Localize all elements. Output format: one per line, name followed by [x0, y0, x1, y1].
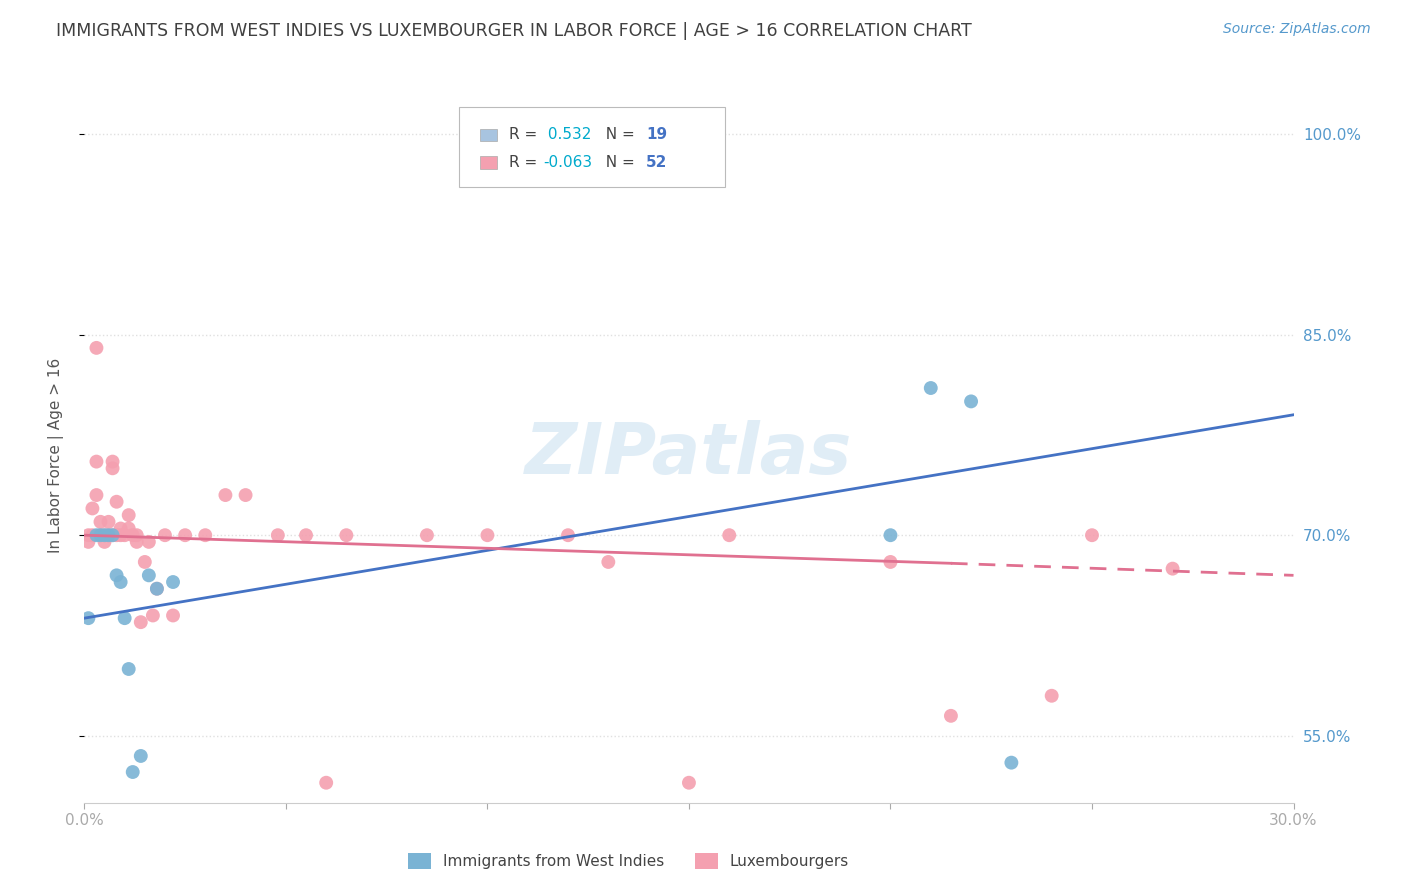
Point [138, 535, 160, 549]
Point [93, 528, 115, 542]
Point [295, 528, 318, 542]
Point [77, 528, 100, 542]
Point [134, 555, 156, 569]
Point [1000, 756, 1022, 770]
Point [267, 528, 290, 542]
Point [879, 555, 901, 569]
Point [1081, 528, 1104, 542]
Point [77, 535, 100, 549]
Point [101, 528, 124, 542]
Point [315, 775, 337, 790]
Point [879, 528, 901, 542]
Text: R =: R = [509, 128, 543, 143]
Text: IMMIGRANTS FROM WEST INDIES VS LUXEMBOURGER IN LABOR FORCE | AGE > 16 CORRELATIO: IMMIGRANTS FROM WEST INDIES VS LUXEMBOUR… [56, 22, 972, 40]
Point [125, 535, 148, 549]
Point [86, 455, 108, 469]
Point [129, 615, 152, 630]
Point [110, 522, 132, 536]
Point [89, 515, 111, 529]
Point [416, 528, 439, 542]
Point [146, 582, 169, 596]
Point [960, 394, 983, 409]
Point [920, 381, 942, 395]
Point [118, 508, 141, 523]
Point [89, 528, 111, 542]
Text: N =: N = [596, 128, 640, 143]
Point [118, 662, 141, 676]
Bar [479, 128, 498, 141]
Point [557, 528, 579, 542]
Point [121, 528, 143, 542]
Point [101, 461, 124, 475]
Text: Source: ZipAtlas.com: Source: ZipAtlas.com [1223, 22, 1371, 37]
Point [114, 611, 136, 625]
Point [110, 574, 132, 589]
Point [89, 528, 111, 542]
Y-axis label: In Labor Force | Age > 16: In Labor Force | Age > 16 [48, 358, 63, 552]
Point [105, 568, 128, 582]
Point [82, 501, 104, 516]
Point [121, 764, 143, 780]
Point [1161, 562, 1184, 576]
Point [153, 528, 176, 542]
Point [1040, 689, 1063, 703]
Text: 52: 52 [645, 155, 668, 170]
Point [97, 528, 120, 542]
Point [718, 528, 741, 542]
Point [114, 528, 136, 542]
Point [93, 535, 115, 549]
Text: 0.532: 0.532 [543, 128, 592, 143]
Point [194, 528, 217, 542]
Point [101, 455, 124, 469]
Point [110, 528, 132, 542]
Point [125, 528, 148, 542]
Point [138, 568, 160, 582]
Point [477, 528, 499, 542]
Point [335, 528, 357, 542]
FancyBboxPatch shape [460, 107, 725, 187]
Point [598, 555, 620, 569]
Point [101, 528, 124, 542]
Point [97, 515, 120, 529]
Text: R =: R = [509, 155, 543, 170]
Bar [479, 156, 498, 169]
Point [105, 528, 128, 542]
Point [214, 488, 236, 502]
Text: -0.063: -0.063 [543, 155, 592, 170]
Point [162, 608, 184, 623]
Text: 19: 19 [645, 128, 666, 143]
Point [97, 528, 120, 542]
Point [939, 708, 962, 723]
Point [105, 494, 128, 508]
Point [86, 528, 108, 542]
Point [678, 775, 700, 790]
Point [77, 611, 100, 625]
Point [129, 748, 152, 763]
Point [93, 528, 115, 542]
Text: ZIPatlas: ZIPatlas [526, 420, 852, 490]
Point [82, 528, 104, 542]
Legend: Immigrants from West Indies, Luxembourgers: Immigrants from West Indies, Luxembourge… [402, 847, 855, 875]
Point [118, 522, 141, 536]
Point [86, 341, 108, 355]
Point [162, 574, 184, 589]
Point [146, 582, 169, 596]
Text: N =: N = [596, 155, 640, 170]
Point [174, 528, 197, 542]
Point [235, 488, 257, 502]
Point [142, 608, 165, 623]
Point [86, 488, 108, 502]
